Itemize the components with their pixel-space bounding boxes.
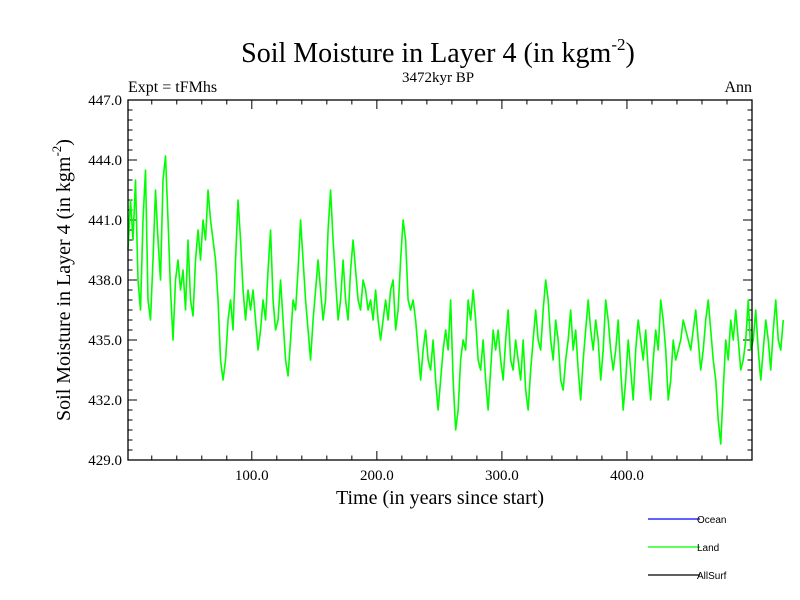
y-tick-label: 438.0 [88,273,122,289]
legend-label-ocean: Ocean [697,515,726,526]
y-tick-label: 432.0 [88,393,122,409]
x-axis-label: Time (in years since start) [336,487,544,509]
x-axis-ticks: 100.0 200.0 300.0 400.0 [151,100,753,484]
legend-label-land: Land [697,543,719,554]
chart-subtitle: 3472kyr BP [402,70,474,86]
series-line-land [127,155,785,445]
y-tick-label: 441.0 [88,213,122,229]
x-tick-label: 300.0 [485,468,519,484]
y-tick-label: 447.0 [88,93,122,109]
plot-frame [127,99,753,461]
y-axis-label: Soil Moisture in Layer 4 (in kgm-2) [49,139,75,421]
legend-label-allsurf: AllSurf [697,571,727,582]
x-tick-label: 400.0 [610,468,644,484]
experiment-label: Expt = tFMhs [128,79,217,96]
annual-label: Ann [724,79,752,96]
x-tick-label: 100.0 [235,468,269,484]
y-tick-label: 444.0 [88,153,122,169]
chart-title: Soil Moisture in Layer 4 (in kgm-2) [241,35,635,69]
legend: Ocean Land AllSurf [648,515,727,582]
y-tick-label: 429.0 [88,453,122,469]
y-axis-ticks: 429.0 432.0 435.0 438.0 441.0 444.0 447.0 [88,93,752,469]
y-tick-label: 435.0 [88,333,122,349]
x-tick-label: 200.0 [360,468,394,484]
